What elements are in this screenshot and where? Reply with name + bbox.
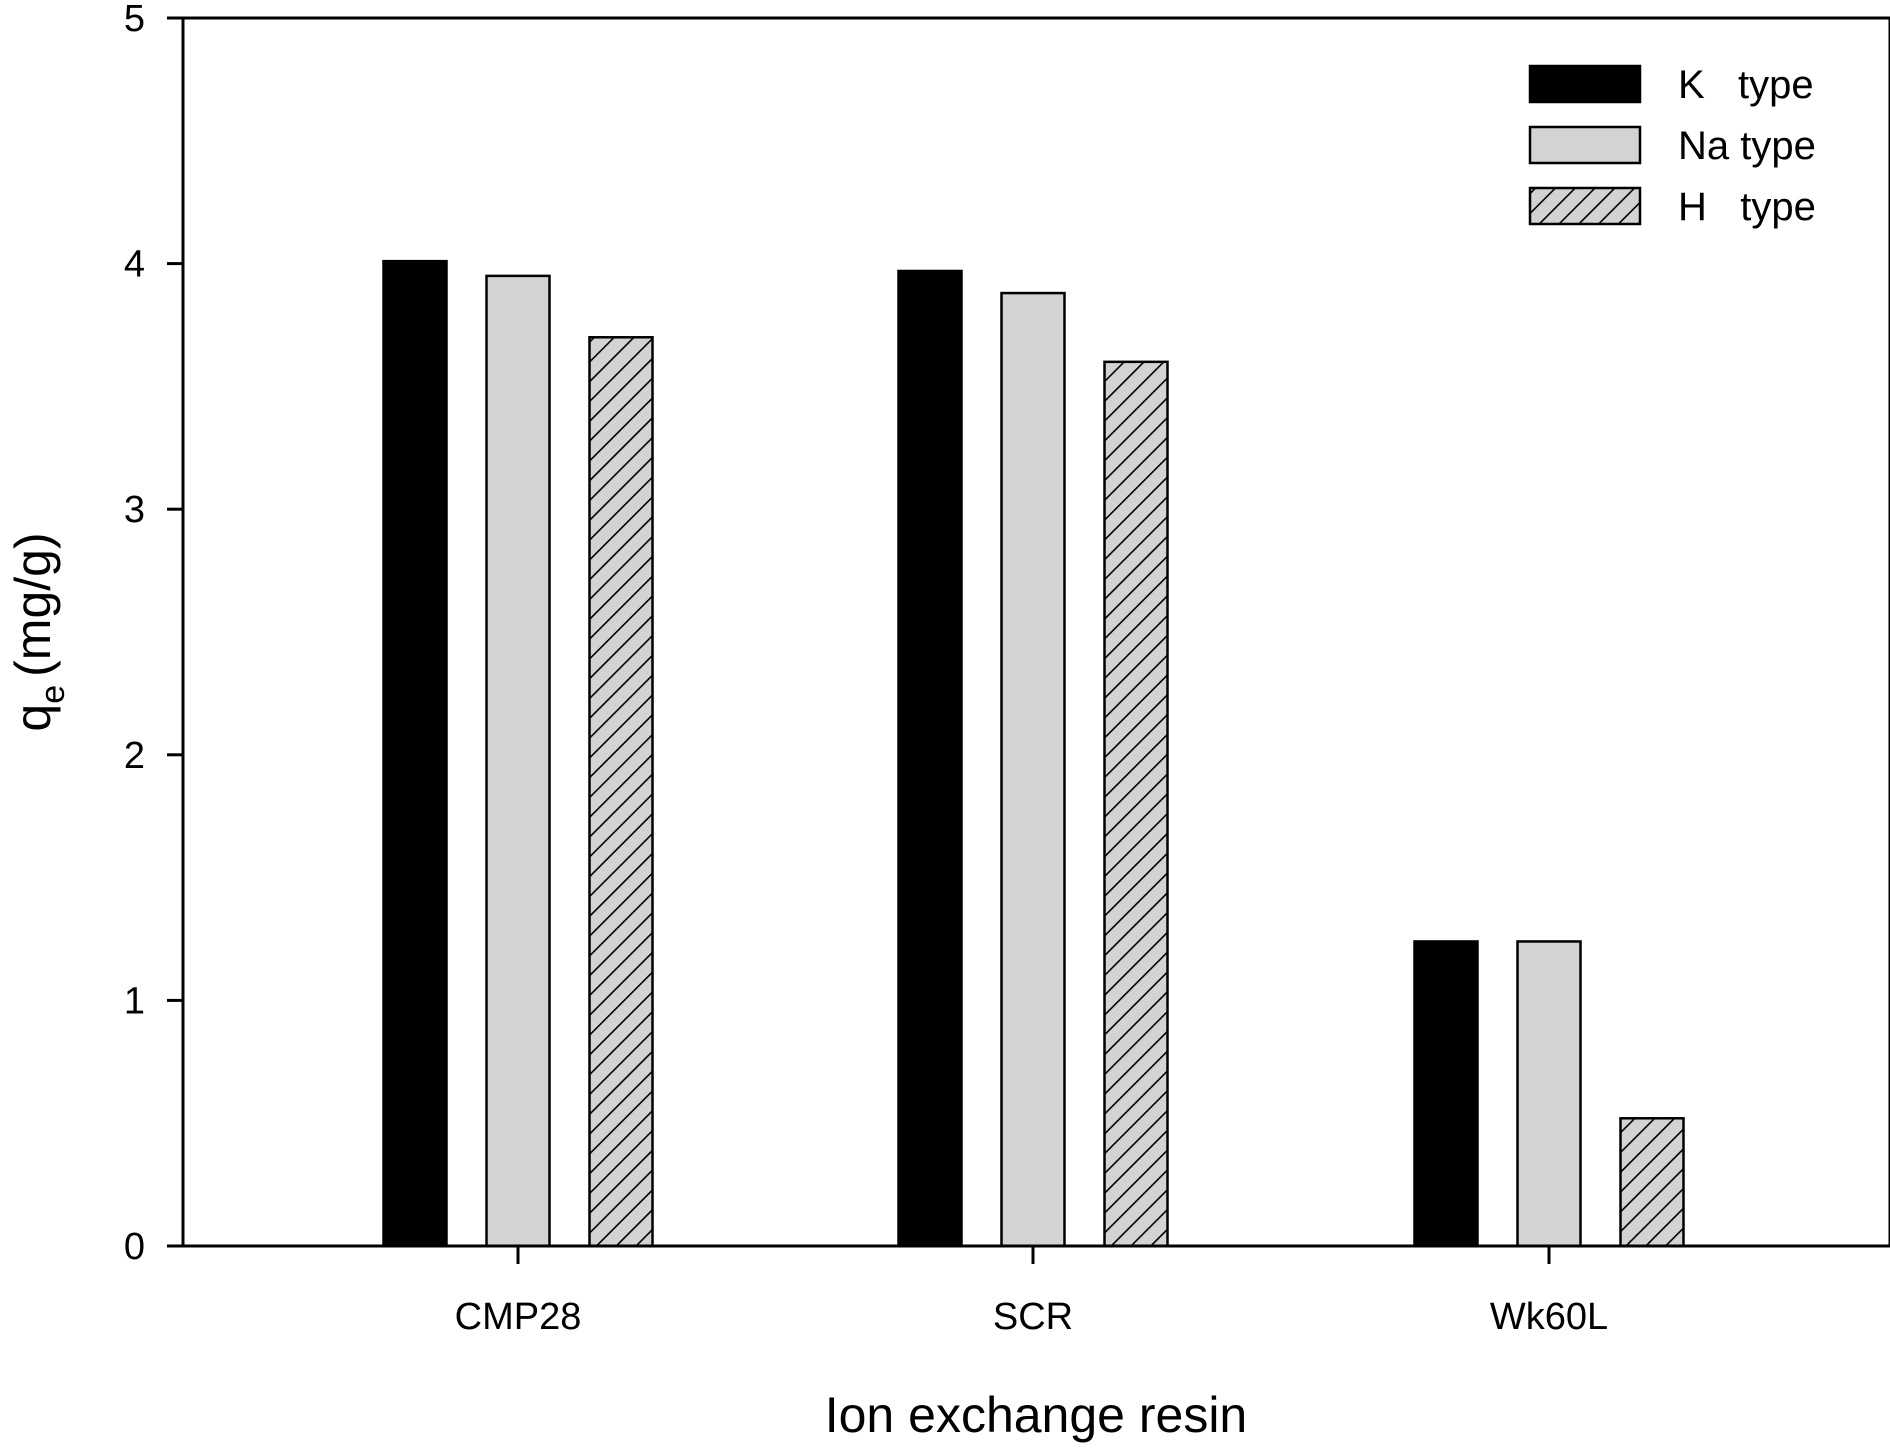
y-tick-label: 2	[124, 735, 145, 777]
y-tick-label: 4	[124, 244, 145, 286]
legend: K type Na type H type	[1528, 63, 1816, 229]
plot-frame	[181, 16, 1890, 1248]
y-axis-title: qe (mg/g)	[5, 532, 72, 731]
legend-label: H type	[1678, 185, 1816, 229]
y-axis-title-main: q	[5, 704, 61, 732]
legend-label: K type	[1678, 63, 1814, 107]
bar	[1413, 940, 1479, 1248]
x-axis-title: Ion exchange resin	[825, 1387, 1248, 1443]
x-category-label: Wk60L	[1490, 1296, 1608, 1338]
y-tick-label: 1	[124, 980, 145, 1022]
bar	[897, 269, 963, 1248]
bar	[588, 336, 654, 1248]
y-axis-title-unit: (mg/g)	[5, 532, 61, 676]
bars-group	[382, 259, 1685, 1248]
y-tick-label: 0	[124, 1226, 145, 1268]
legend-swatch	[1528, 186, 1642, 226]
y-axis-title-subscript: e	[34, 685, 72, 704]
legend-label: Na type	[1678, 124, 1816, 168]
bar	[1103, 360, 1169, 1248]
legend-swatch	[1528, 125, 1642, 165]
bar	[382, 259, 448, 1248]
x-category-label: SCR	[993, 1296, 1073, 1338]
y-tick-label: 3	[124, 489, 145, 531]
x-axis: CMP28 SCR Wk60L	[455, 1246, 1608, 1338]
bar	[1516, 940, 1582, 1248]
legend-swatch	[1528, 64, 1642, 104]
bar	[485, 274, 551, 1248]
bar	[1619, 1117, 1685, 1248]
x-category-label: CMP28	[455, 1296, 582, 1338]
y-tick-label: 5	[124, 0, 145, 40]
y-axis: 0 1 2 3 4 5	[124, 0, 183, 1268]
bar	[1000, 291, 1066, 1248]
